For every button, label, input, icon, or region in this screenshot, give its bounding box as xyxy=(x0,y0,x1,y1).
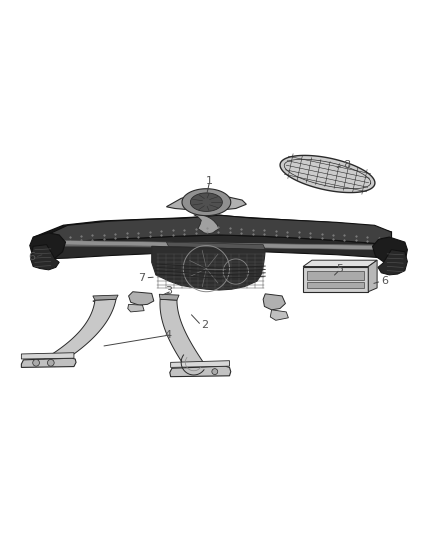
Circle shape xyxy=(212,369,218,375)
Polygon shape xyxy=(129,292,154,305)
Polygon shape xyxy=(160,300,212,375)
Text: 4: 4 xyxy=(165,329,172,340)
Polygon shape xyxy=(166,242,265,249)
Polygon shape xyxy=(34,215,392,246)
Circle shape xyxy=(47,359,54,366)
Text: 6: 6 xyxy=(28,252,35,262)
Polygon shape xyxy=(270,310,288,320)
Polygon shape xyxy=(35,235,392,259)
Polygon shape xyxy=(263,294,286,310)
Polygon shape xyxy=(170,366,231,377)
Text: 5: 5 xyxy=(336,264,343,274)
Polygon shape xyxy=(303,260,377,266)
Polygon shape xyxy=(21,358,76,367)
Polygon shape xyxy=(303,266,368,292)
Polygon shape xyxy=(368,260,377,292)
Polygon shape xyxy=(152,246,265,290)
Polygon shape xyxy=(280,156,375,192)
Polygon shape xyxy=(159,294,179,300)
Polygon shape xyxy=(128,304,144,312)
Text: 8: 8 xyxy=(343,160,350,169)
Polygon shape xyxy=(34,215,392,246)
Circle shape xyxy=(33,359,39,366)
Polygon shape xyxy=(57,240,379,249)
Polygon shape xyxy=(307,271,364,280)
Text: 6: 6 xyxy=(381,276,389,286)
Text: 7: 7 xyxy=(138,273,145,283)
Text: 2: 2 xyxy=(201,320,208,330)
Polygon shape xyxy=(171,361,230,367)
Polygon shape xyxy=(93,298,110,303)
Polygon shape xyxy=(307,282,364,288)
Polygon shape xyxy=(182,189,231,216)
Polygon shape xyxy=(93,295,118,300)
Polygon shape xyxy=(30,233,66,260)
Text: 3: 3 xyxy=(165,286,172,296)
Polygon shape xyxy=(166,194,246,209)
Polygon shape xyxy=(378,249,407,275)
Text: 1: 1 xyxy=(206,176,213,186)
Polygon shape xyxy=(21,353,74,359)
Polygon shape xyxy=(194,215,219,233)
Polygon shape xyxy=(34,300,116,367)
Polygon shape xyxy=(191,193,223,212)
Polygon shape xyxy=(31,245,59,270)
Polygon shape xyxy=(372,237,407,263)
Polygon shape xyxy=(49,242,374,249)
